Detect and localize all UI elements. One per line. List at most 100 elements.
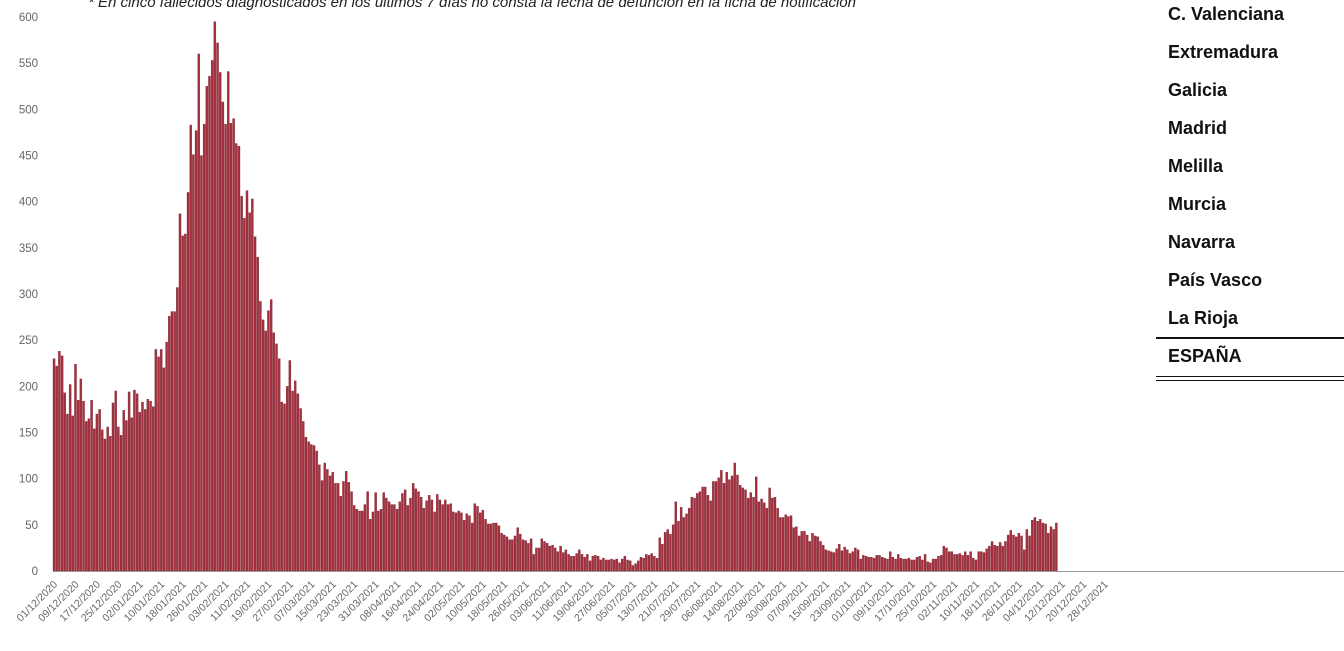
bar (527, 543, 530, 572)
bar (202, 123, 206, 572)
bar (66, 413, 69, 572)
bar (1047, 532, 1050, 572)
bar (880, 557, 884, 572)
bar (688, 508, 691, 572)
region-row-navarra: Navarra (1168, 232, 1236, 252)
bar (824, 549, 828, 572)
bar (1006, 534, 1010, 572)
bar (567, 554, 570, 572)
bar (653, 556, 656, 572)
bar (604, 559, 608, 572)
bar (296, 393, 300, 572)
bar (765, 508, 769, 572)
bar (851, 551, 854, 572)
bar (152, 406, 155, 572)
bar (972, 557, 975, 572)
bar (240, 195, 243, 572)
bar (562, 552, 565, 572)
bar (1055, 522, 1058, 572)
bar (403, 489, 407, 572)
bar (200, 155, 203, 572)
bar (141, 401, 144, 572)
bar (1036, 520, 1039, 572)
bar (111, 402, 115, 572)
bar (776, 508, 779, 572)
bar (189, 124, 192, 572)
bar (781, 517, 785, 572)
bar (722, 483, 726, 572)
bar (430, 499, 434, 572)
bar (256, 256, 259, 572)
bar (208, 75, 211, 572)
bar (551, 545, 554, 572)
bar (280, 401, 284, 572)
bar (1033, 517, 1037, 572)
bar (650, 553, 653, 572)
y-tick-label: 550 (19, 58, 38, 70)
bar (872, 557, 876, 572)
bar (607, 559, 611, 572)
bar (658, 537, 661, 572)
bar (1012, 534, 1015, 572)
bar (184, 233, 187, 572)
bar (1044, 523, 1047, 572)
bar (755, 476, 758, 572)
bar (181, 235, 184, 572)
bar (438, 499, 442, 572)
bar (492, 522, 495, 572)
bar (409, 497, 412, 572)
bar (331, 472, 334, 572)
bar (90, 400, 93, 572)
bar (366, 491, 369, 572)
bar (224, 123, 227, 572)
bar (95, 413, 99, 572)
bar (760, 498, 763, 572)
bar (980, 551, 983, 572)
y-tick-label: 0 (32, 566, 38, 578)
bar (875, 555, 879, 572)
bar (197, 53, 200, 572)
bar (543, 541, 546, 572)
bar (795, 526, 798, 572)
bar (524, 540, 527, 572)
bar (318, 464, 321, 572)
bar (746, 497, 750, 572)
bar (82, 400, 85, 572)
bar (146, 399, 150, 572)
bar (671, 524, 675, 572)
bar (674, 501, 678, 572)
bar (106, 426, 109, 572)
bar (728, 479, 731, 572)
region-row-pais-vasco: País Vasco (1168, 270, 1263, 290)
bar (578, 549, 581, 572)
bar (157, 356, 160, 572)
bar (326, 469, 329, 572)
bar (465, 513, 468, 572)
bar (666, 529, 669, 572)
bar (138, 412, 141, 572)
bar (977, 551, 980, 572)
bar (406, 505, 410, 572)
bar (690, 496, 694, 572)
bar (436, 494, 439, 572)
bar (910, 559, 913, 572)
bar (235, 143, 238, 572)
bar (752, 496, 755, 572)
bar (907, 557, 911, 572)
bar (886, 558, 889, 572)
bar (103, 438, 107, 572)
bar (323, 462, 326, 572)
bar (803, 531, 806, 572)
bar (508, 539, 511, 572)
bar (891, 557, 895, 572)
bar (401, 493, 404, 572)
bar (629, 560, 632, 572)
bar (763, 502, 766, 572)
bar (98, 409, 101, 572)
bar (556, 551, 560, 572)
bar (570, 556, 573, 572)
bar (846, 549, 849, 572)
bar (939, 555, 943, 572)
bar (361, 510, 364, 572)
